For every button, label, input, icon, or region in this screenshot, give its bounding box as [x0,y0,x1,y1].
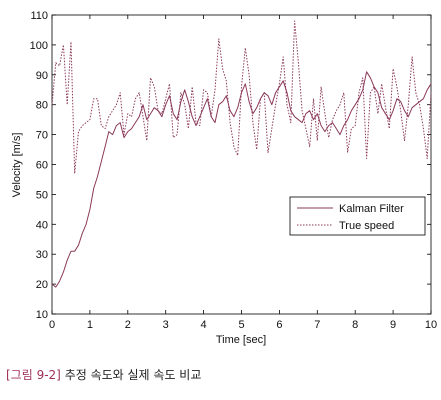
y-tick-label: 20 [36,279,48,291]
x-axis: 0 1 2 3 4 5 6 7 8 9 10 [49,15,437,331]
velocity-chart: 0 1 2 3 4 5 6 7 8 9 10 10 20 30 40 50 60 70 80 90 100 110 Ti… [11,10,437,346]
series-line-true-speed [51,20,432,174]
plot-area [51,14,432,315]
x-tick-label: 9 [390,319,396,331]
x-tick-label: 0 [49,319,55,331]
y-tick-label: 10 [36,309,48,321]
legend-label-true-speed: True speed [339,220,394,232]
x-axis-label: Time [sec] [216,334,266,346]
legend-label-kalman-filter: Kalman Filter [339,203,404,215]
y-tick-label: 100 [30,40,48,52]
x-tick-label: 4 [201,319,207,331]
figure-caption-text: 추정 속도와 실제 속도 비교 [64,368,202,382]
legend-box [289,196,426,236]
y-tick-label: 80 [36,100,48,112]
legend: Kalman Filter True speed [289,196,426,236]
y-tick-label: 30 [36,249,48,261]
y-axis: 10 20 30 40 50 60 70 80 90 100 110 [30,10,431,321]
y-tick-label: 70 [36,130,48,142]
x-tick-label: 8 [352,319,358,331]
figure-caption-label: [그림 9-2] [6,368,61,382]
y-tick-label: 60 [36,160,48,172]
series-layer [51,20,432,288]
y-tick-label: 90 [36,70,48,82]
x-tick-label: 5 [238,319,244,331]
y-axis-label: Velocity [m/s] [11,133,23,198]
x-tick-label: 3 [163,319,169,331]
figure-caption: [그림 9-2] 추정 속도와 실제 속도 비교 [6,366,201,383]
x-tick-label: 10 [425,319,437,331]
x-tick-label: 6 [276,319,282,331]
y-tick-label: 110 [30,10,48,22]
series-line-kalman-filter [51,71,432,288]
y-tick-label: 40 [36,219,48,231]
x-tick-label: 1 [87,319,93,331]
x-tick-label: 2 [125,319,131,331]
x-tick-label: 7 [314,319,320,331]
y-tick-label: 50 [36,189,48,201]
